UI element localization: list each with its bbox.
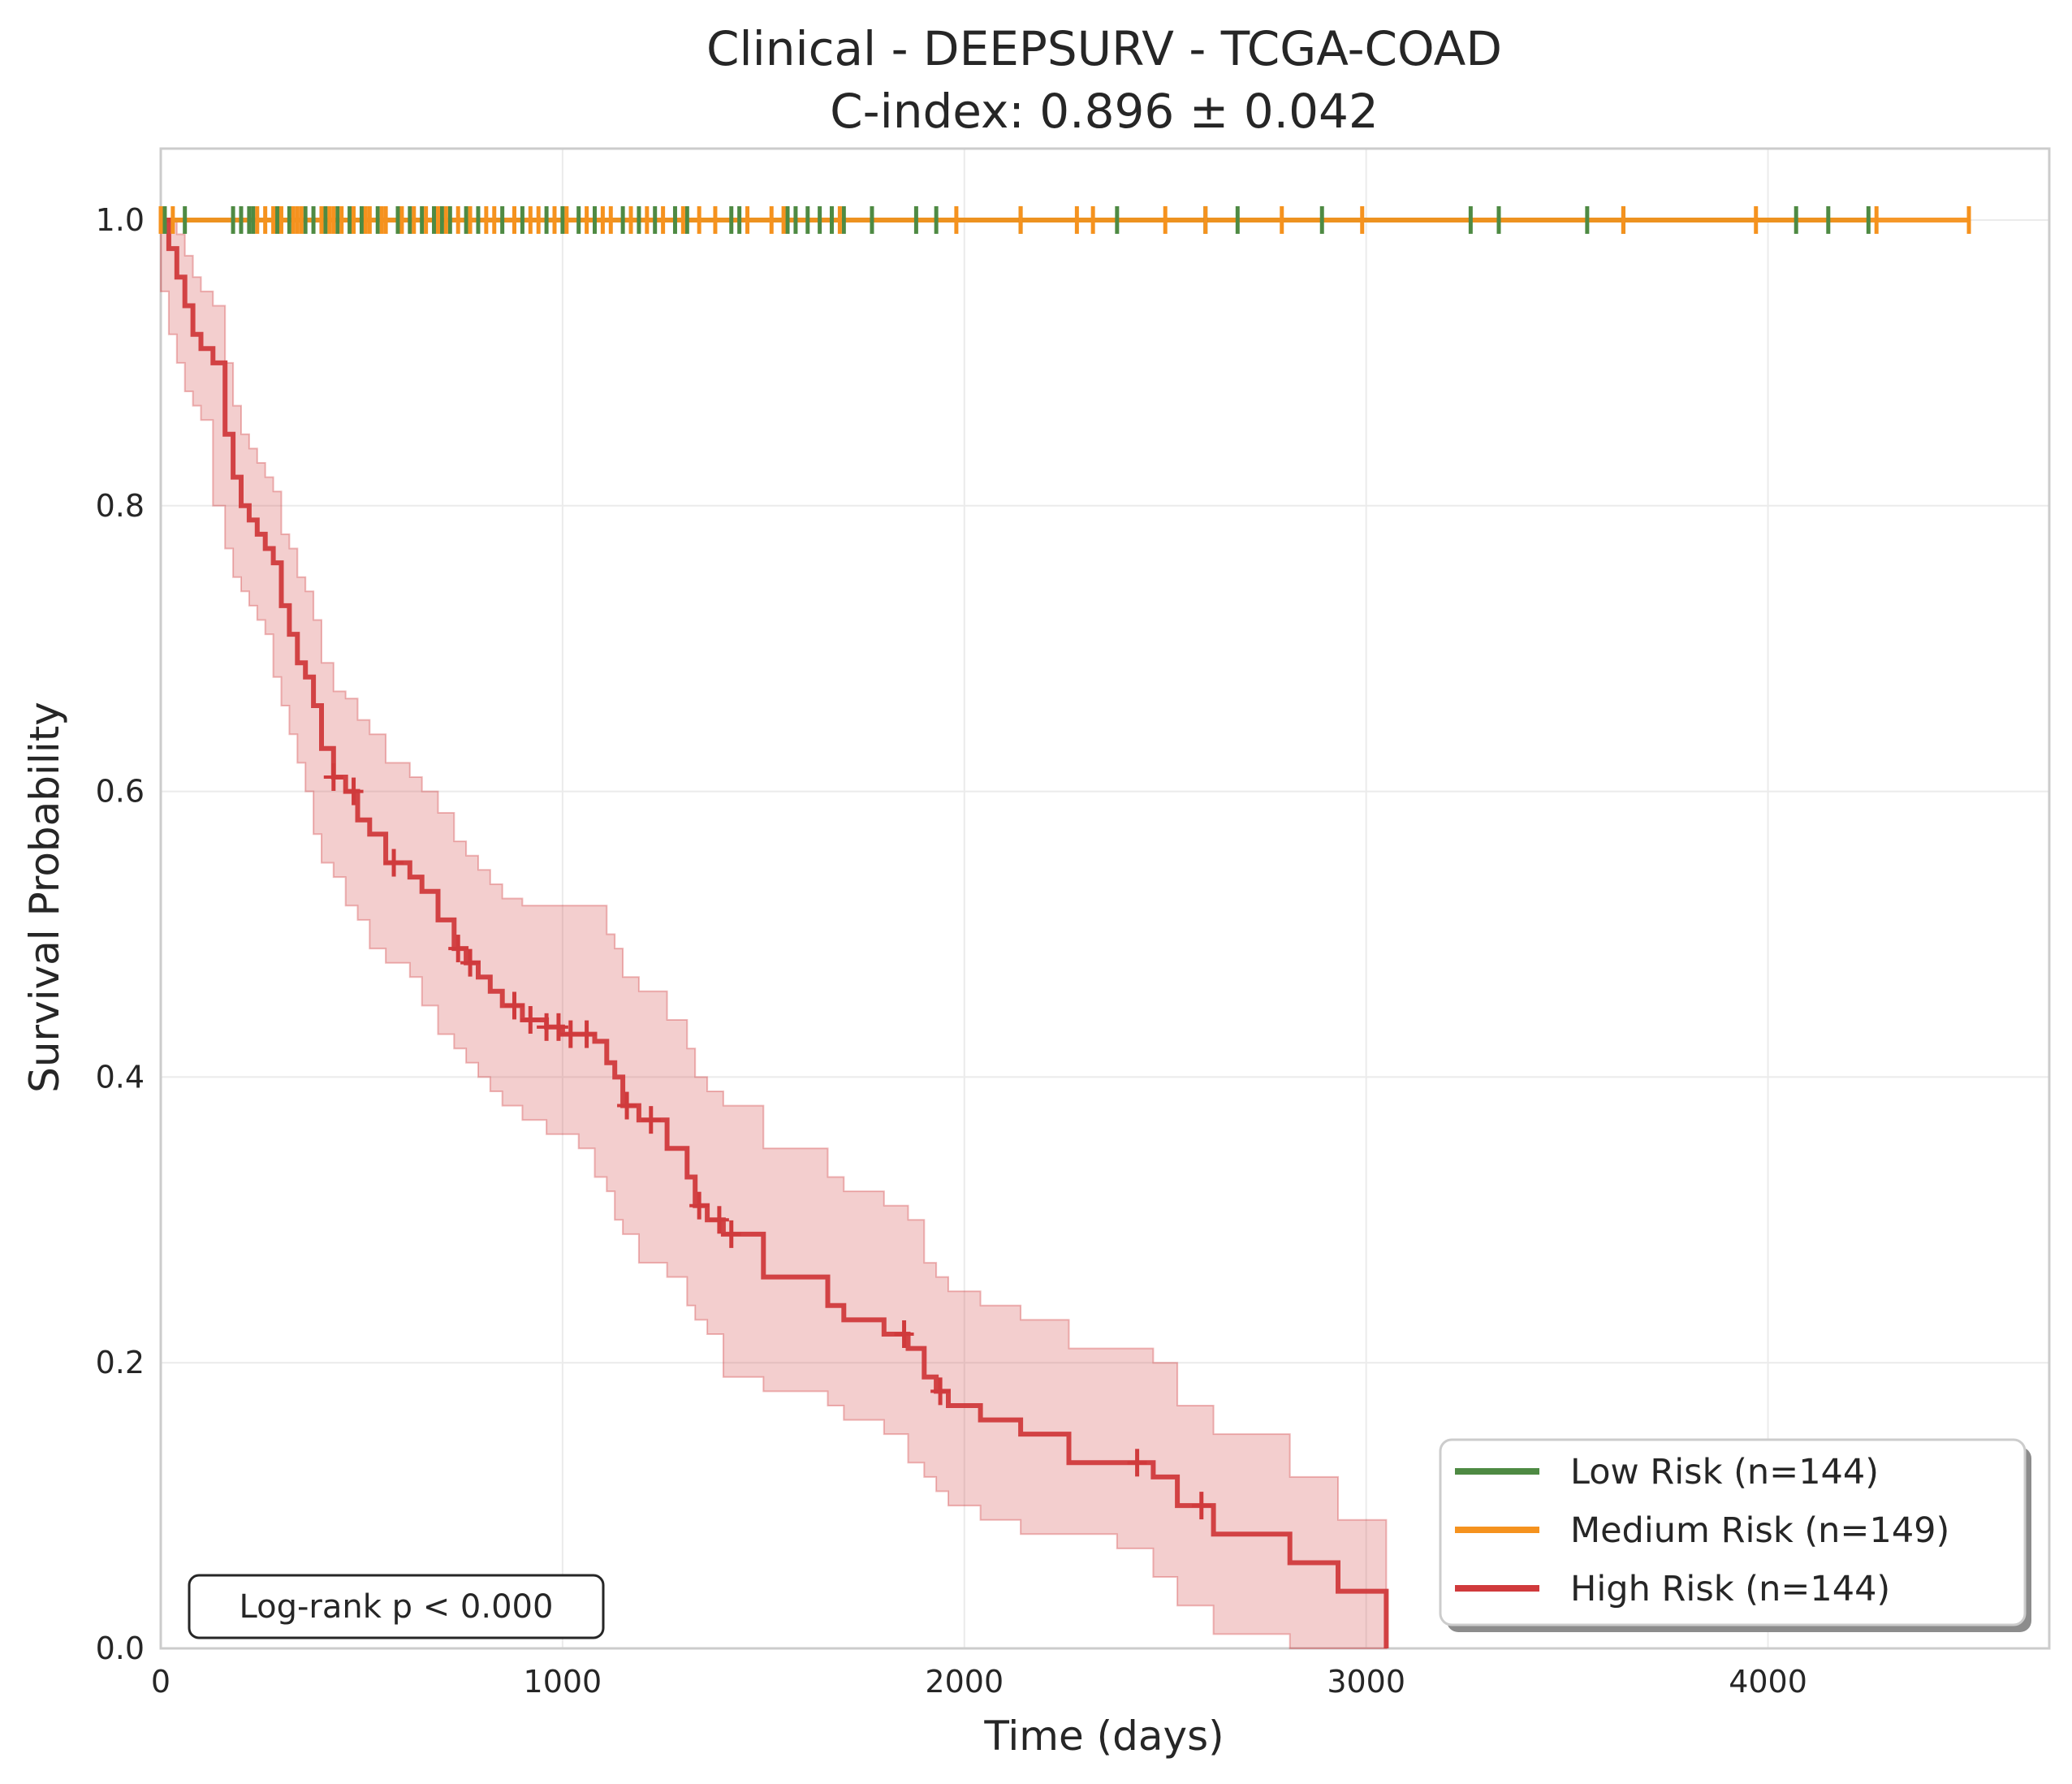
logrank-annotation: Log-rank p < 0.000 xyxy=(188,1574,605,1639)
ci-band-2 xyxy=(160,219,1388,1649)
y-axis-ticks: 0.0 0.2 0.4 0.6 0.8 1.0 xyxy=(96,202,145,1666)
legend-label-0: Low Risk (n=144) xyxy=(1570,1452,1879,1492)
plot-area-frame xyxy=(159,147,2051,1650)
confidence-bands xyxy=(160,219,1388,1649)
x-tick-label: 1000 xyxy=(524,1664,602,1700)
x-axis-label: Time (days) xyxy=(983,1713,1224,1760)
y-tick-label: 0.8 xyxy=(96,488,145,524)
y-tick-label: 0.0 xyxy=(96,1631,145,1666)
censor-marks xyxy=(158,205,1971,1520)
y-tick-label: 1.0 xyxy=(96,202,145,238)
legend-label-2: High Risk (n=144) xyxy=(1570,1569,1890,1609)
y-tick-label: 0.2 xyxy=(96,1345,145,1380)
y-tick-label: 0.6 xyxy=(96,774,145,810)
x-tick-label: 3000 xyxy=(1327,1664,1405,1700)
legend: Low Risk (n=144) Medium Risk (n=149) High … xyxy=(1439,1438,2031,1632)
x-tick-label: 4000 xyxy=(1729,1664,1807,1700)
chart-title: Clinical - DEEPSURV - TCGA-COAD xyxy=(706,21,1502,76)
chart-subtitle: C-index: 0.896 ± 0.042 xyxy=(830,84,1379,139)
annotation-box xyxy=(188,1574,605,1639)
y-axis-label: Survival Probability xyxy=(21,702,68,1093)
x-tick-label: 2000 xyxy=(925,1664,1004,1700)
annotation-text: Log-rank p < 0.000 xyxy=(240,1588,554,1626)
y-tick-label: 0.4 xyxy=(96,1059,145,1095)
legend-label-1: Medium Risk (n=149) xyxy=(1570,1510,1949,1551)
legend-box xyxy=(1439,1438,2027,1626)
x-axis-ticks: 0 1000 2000 3000 4000 xyxy=(151,1664,1807,1700)
legend-items: Low Risk (n=144) Medium Risk (n=149) High … xyxy=(1455,1452,1949,1609)
x-tick-label: 0 xyxy=(151,1664,171,1700)
